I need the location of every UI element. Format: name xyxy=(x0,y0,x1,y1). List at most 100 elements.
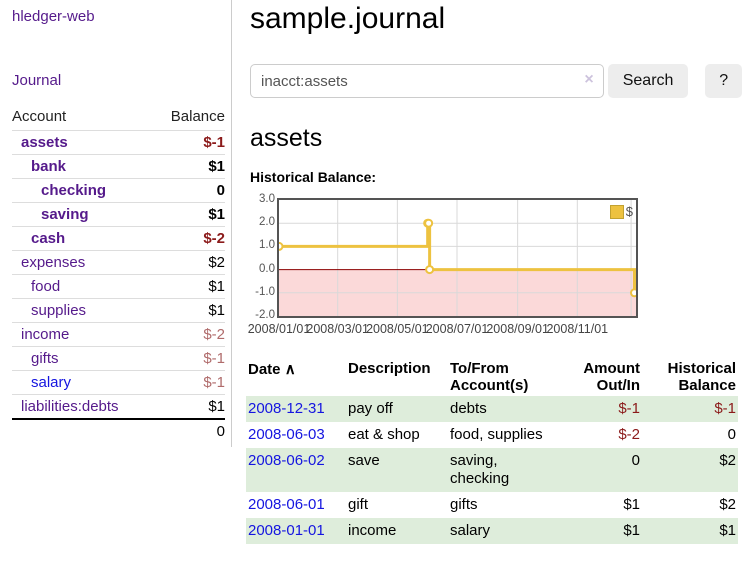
register-header-accounts: To/From Account(s) xyxy=(450,360,529,394)
register-header-date[interactable]: Date ∧ xyxy=(246,358,346,396)
x-axis-tick-label: 2008/09/01 xyxy=(486,322,549,336)
x-axis-tick-label: 2008/03/01 xyxy=(306,322,369,336)
transaction-amount: $-1 xyxy=(618,400,640,417)
search-box: × xyxy=(250,64,604,98)
account-balance: 0 xyxy=(153,178,225,203)
y-axis-tick-label: -2.0 xyxy=(255,309,275,321)
legend-label: $ xyxy=(625,204,633,219)
register-header-date-label: Date xyxy=(248,361,281,378)
account-link[interactable]: supplies xyxy=(31,302,87,319)
account-row: bank $1 xyxy=(12,154,225,179)
account-link[interactable]: income xyxy=(21,326,70,343)
balance-chart: $ 3.0 2.0 1.0 0.0 -1.0 -2.0 2008/01/01 2008/03/… xyxy=(246,193,742,340)
x-axis-tick-label: 2008/11/01 xyxy=(546,322,609,336)
register-row: 2008-06-01 gift gifts $1 $2 xyxy=(246,492,738,518)
main-content: sample.journal × Search ? assets Histori… xyxy=(246,0,742,544)
transaction-date-link[interactable]: 2008-06-02 xyxy=(248,452,325,469)
account-link[interactable]: expenses xyxy=(21,254,86,271)
account-link[interactable]: liabilities:debts xyxy=(21,398,119,415)
sort-ascending-icon: ∧ xyxy=(284,361,296,378)
register-row: 2008-06-03 eat & shop food, supplies $-2 0 xyxy=(246,422,738,448)
transaction-balance: $2 xyxy=(719,496,736,513)
account-balance: $1 xyxy=(153,202,225,227)
accounts-header-account: Account xyxy=(12,108,67,125)
x-axis-tick-label: 2008/01/01 xyxy=(247,322,311,336)
account-link[interactable]: assets xyxy=(21,134,68,151)
transaction-balance: $-1 xyxy=(714,400,736,417)
transaction-amount: $-2 xyxy=(618,426,640,443)
transaction-accounts: saving, checking xyxy=(450,452,510,487)
account-balance: $1 xyxy=(153,298,225,323)
account-row: gifts $-1 xyxy=(12,346,225,371)
account-row: saving $1 xyxy=(12,202,225,227)
register-row: 2008-01-01 income salary $1 $1 xyxy=(246,518,738,544)
y-axis-tick-label: 3.0 xyxy=(259,193,275,205)
account-balance: $1 xyxy=(153,274,225,299)
transaction-balance: $1 xyxy=(719,522,736,539)
transaction-date-link[interactable]: 2008-01-01 xyxy=(248,522,325,539)
account-link[interactable]: food xyxy=(31,278,61,295)
transaction-description: eat & shop xyxy=(348,426,420,443)
transaction-date-link[interactable]: 2008-12-31 xyxy=(248,400,325,417)
account-link[interactable]: checking xyxy=(41,182,107,199)
search-input[interactable] xyxy=(250,64,604,98)
x-axis-tick-label: 2008/07/01 xyxy=(425,322,489,336)
account-link[interactable]: cash xyxy=(31,230,66,247)
transaction-balance: $2 xyxy=(719,452,736,469)
transaction-date-link[interactable]: 2008-06-01 xyxy=(248,496,325,513)
chart-title: Historical Balance: xyxy=(250,169,377,185)
sidebar-item-journal[interactable]: Journal xyxy=(12,72,62,89)
account-balance: $2 xyxy=(153,250,225,275)
accounts-total: 0 xyxy=(153,418,225,443)
y-axis-tick-label: 2.0 xyxy=(259,216,275,229)
transaction-balance: 0 xyxy=(727,426,736,443)
transaction-description: pay off xyxy=(348,400,393,417)
register-header-description: Description xyxy=(348,360,431,377)
account-link[interactable]: salary xyxy=(31,374,72,391)
account-link[interactable]: gifts xyxy=(31,350,59,367)
account-balance: $-2 xyxy=(153,322,225,347)
transaction-date-link[interactable]: 2008-06-03 xyxy=(248,426,325,443)
transaction-amount: $1 xyxy=(623,522,640,539)
accounts-total-row: 0 xyxy=(12,418,225,443)
account-balance: $-1 xyxy=(153,130,225,155)
chart-plot-area[interactable]: $ xyxy=(277,198,638,318)
search-form: × Search ? xyxy=(250,64,742,98)
y-axis-tick-label: 0.0 xyxy=(259,262,275,275)
account-balance: $-1 xyxy=(153,346,225,371)
register-row: 2008-12-31 pay off debts $-1 $-1 xyxy=(246,396,738,422)
account-link[interactable]: saving xyxy=(41,206,89,223)
sidebar: hledger-web Journal Account Balance asse… xyxy=(0,0,232,447)
register-header-amount: Amount Out/In xyxy=(583,360,640,394)
account-row: food $1 xyxy=(12,274,225,299)
legend-swatch-icon xyxy=(609,204,624,219)
account-row: cash $-2 xyxy=(12,226,225,251)
account-balance: $1 xyxy=(153,154,225,179)
transaction-accounts: debts xyxy=(450,400,487,417)
accounts-table: Account Balance assets $-1 bank $1 checking 0… xyxy=(12,106,225,443)
transaction-accounts: food, supplies xyxy=(450,426,543,443)
register-header-balance: Historical Balance xyxy=(667,360,736,394)
x-axis-tick-label: 2008/05/01 xyxy=(366,322,429,336)
accounts-header-balance: Balance xyxy=(170,108,225,125)
transaction-description: save xyxy=(348,452,380,469)
page-title: sample.journal xyxy=(250,2,446,35)
transaction-description: gift xyxy=(348,496,369,513)
y-axis-tick-label: 1.0 xyxy=(259,239,275,252)
account-link[interactable]: bank xyxy=(31,158,67,175)
account-row: assets $-1 xyxy=(12,130,225,155)
clear-search-icon[interactable]: × xyxy=(584,71,594,88)
account-balance: $-1 xyxy=(153,370,225,395)
register-table: Date ∧ Description To/From Account(s) Am… xyxy=(246,358,738,544)
account-row: expenses $2 xyxy=(12,250,225,275)
account-row: supplies $1 xyxy=(12,298,225,323)
transaction-accounts: gifts xyxy=(450,496,478,513)
transaction-accounts: salary xyxy=(450,522,491,539)
y-axis-tick-label: -1.0 xyxy=(255,285,275,298)
account-row: salary $-1 xyxy=(12,370,225,395)
search-button[interactable]: Search xyxy=(607,64,689,98)
transaction-amount: 0 xyxy=(631,452,640,469)
transaction-amount: $1 xyxy=(623,496,640,513)
app-title-link[interactable]: hledger-web xyxy=(12,8,95,25)
help-button[interactable]: ? xyxy=(705,64,742,98)
